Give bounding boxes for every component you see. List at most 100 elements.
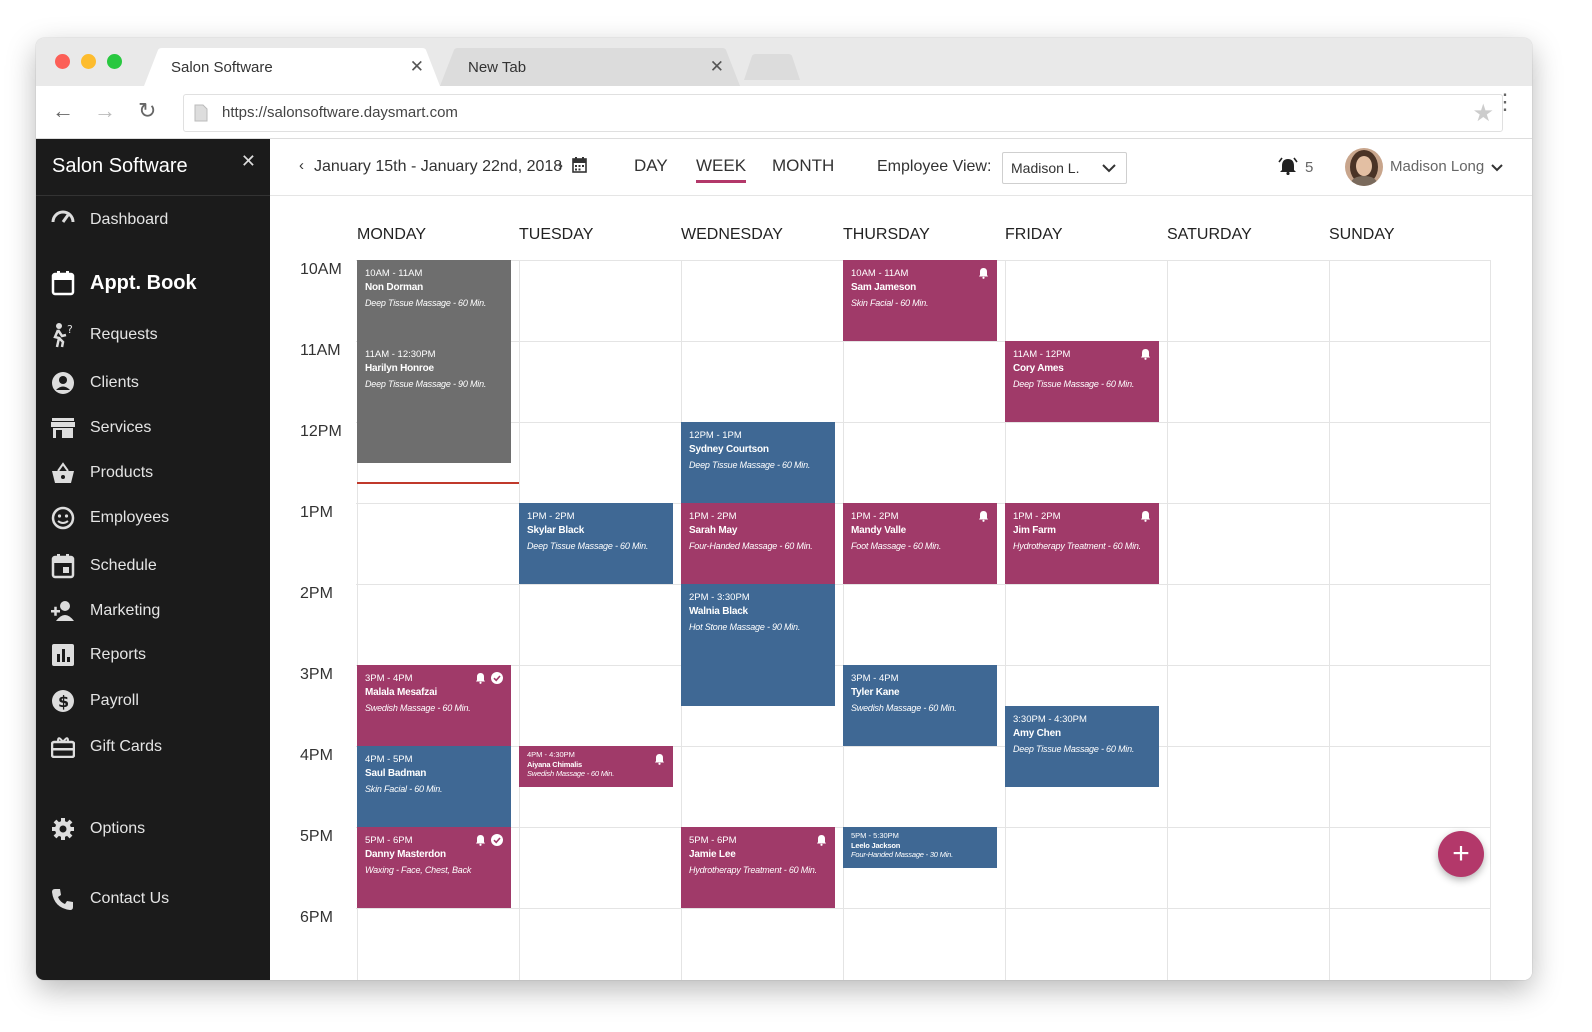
appointment-time: 5PM - 6PM bbox=[689, 835, 737, 846]
appointment-service: Skin Facial - 60 Min. bbox=[851, 298, 929, 308]
appointment-client: Skylar Black bbox=[527, 525, 585, 536]
sidebar-item-contact-us[interactable]: Contact Us bbox=[50, 886, 169, 912]
appointment-card[interactable]: 2PM - 3:30PM Walnia Black Hot Stone Massag… bbox=[681, 584, 835, 706]
appointment-card[interactable]: 5PM - 5:30PM Leelo Jackson Four-Handed Mas… bbox=[843, 827, 997, 868]
user-name[interactable]: Madison Long bbox=[1390, 158, 1485, 175]
appointment-card[interactable]: 4PM - 4:30PM Aiyana Chimalis Swedish Massa… bbox=[519, 746, 673, 787]
back-arrow-icon[interactable]: ← bbox=[52, 98, 74, 123]
sidebar-item-label: Employees bbox=[90, 509, 170, 526]
appointment-card[interactable]: 5PM - 6PM Danny Masterdon Waxing - Face, C… bbox=[357, 827, 511, 908]
close-window-button[interactable] bbox=[55, 54, 70, 69]
appointment-time: 12PM - 1PM bbox=[689, 430, 742, 441]
brand-title: Salon Software bbox=[52, 155, 188, 177]
tab-week[interactable]: WEEK bbox=[696, 156, 747, 183]
sidebar-item-label: Reports bbox=[90, 646, 147, 663]
appointment-card[interactable]: 1PM - 2PM Sarah May Four-Handed Massage - … bbox=[681, 503, 835, 584]
sidebar-item-products[interactable]: Products bbox=[50, 460, 153, 486]
appointment-time: 10AM - 11AM bbox=[365, 268, 423, 279]
appointment-card[interactable]: 1PM - 2PM Jim Farm Hydrotherapy Treatment … bbox=[1005, 503, 1159, 584]
grid-line bbox=[1329, 260, 1330, 980]
tab-shape bbox=[144, 48, 440, 86]
forward-arrow-icon[interactable]: → bbox=[94, 98, 116, 123]
appointment-card[interactable]: 3:30PM - 4:30PM Amy Chen Deep Tissue Massa… bbox=[1005, 705, 1159, 787]
alarm-bell-icon[interactable] bbox=[1278, 157, 1298, 180]
avatar[interactable] bbox=[1345, 148, 1383, 186]
sidebar-item-marketing[interactable]: Marketing bbox=[50, 598, 160, 624]
appointment-card[interactable]: 1PM - 2PM Mandy Valle Foot Massage - 60 Mi… bbox=[843, 503, 997, 584]
new-tab-button[interactable] bbox=[744, 54, 800, 80]
bookmark-star-icon[interactable]: ★ bbox=[1472, 100, 1494, 127]
gear-icon bbox=[50, 816, 76, 842]
day-header: MONDAY bbox=[357, 226, 427, 243]
appointment-card[interactable]: 4PM - 5PM Saul Badman Skin Facial - 60 Min… bbox=[357, 746, 511, 827]
sidebar-item-reports[interactable]: Reports bbox=[50, 642, 146, 668]
svg-text:?: ? bbox=[67, 323, 73, 336]
day-header: SATURDAY bbox=[1167, 226, 1252, 243]
close-tab-icon[interactable]: ✕ bbox=[709, 57, 724, 76]
appointment-client: Sarah May bbox=[689, 525, 738, 536]
sidebar-item-requests[interactable]: ? Requests bbox=[50, 322, 158, 348]
time-label: 6PM bbox=[300, 909, 333, 926]
appointment-card[interactable]: 3PM - 4PM Malala Mesafzai Swedish Massage … bbox=[357, 665, 511, 746]
day-header: TUESDAY bbox=[519, 226, 594, 243]
appointment-time: 5PM - 6PM bbox=[365, 835, 413, 846]
close-tab-icon[interactable]: ✕ bbox=[409, 57, 424, 76]
sidebar-item-employees[interactable]: Employees bbox=[50, 505, 169, 531]
appointment-card[interactable]: 11AM - 12:30PM Harilyn Honroe Deep Tissue … bbox=[357, 341, 511, 463]
appointment-card[interactable]: 10AM - 11AM Sam Jameson Skin Facial - 60 M… bbox=[843, 260, 997, 341]
sidebar: Salon Software ✕ Dashboard Appt. Book ? … bbox=[36, 139, 270, 980]
sidebar-item-gift-cards[interactable]: Gift Cards bbox=[50, 734, 162, 760]
grid-line bbox=[356, 746, 1491, 747]
appointment-card[interactable]: 1PM - 2PM Skylar Black Deep Tissue Massage… bbox=[519, 503, 673, 584]
employee-select[interactable]: Madison L. bbox=[1002, 152, 1127, 184]
browser-menu-icon[interactable]: ⋮ bbox=[1494, 89, 1516, 114]
appointment-card[interactable]: 12PM - 1PM Sydney Courtson Deep Tissue Mas… bbox=[681, 422, 835, 503]
browser-tab[interactable]: New Tab ✕ bbox=[440, 48, 740, 86]
address-bar[interactable]: https://salonsoftware.daysmart.com ★ bbox=[183, 94, 1503, 132]
appointment-client: Amy Chen bbox=[1013, 727, 1061, 739]
tab-month[interactable]: MONTH bbox=[772, 156, 835, 175]
appointment-service: Deep Tissue Massage - 60 Min. bbox=[527, 541, 649, 551]
appointment-client: Cory Ames bbox=[1013, 363, 1064, 374]
appointment-card[interactable]: 3PM - 4PM Tyler Kane Swedish Massage - 60 … bbox=[843, 665, 997, 746]
appointment-icons bbox=[475, 833, 503, 851]
prev-week-icon[interactable]: ‹ bbox=[299, 157, 304, 174]
sidebar-item-label: Marketing bbox=[90, 602, 161, 619]
tab-day[interactable]: DAY bbox=[634, 156, 668, 175]
time-label: 11AM bbox=[300, 342, 341, 359]
add-appointment-button[interactable]: + bbox=[1438, 831, 1484, 877]
chevron-down-icon[interactable] bbox=[1491, 164, 1503, 172]
sidebar-divider bbox=[36, 195, 270, 196]
browser-tab-active[interactable]: Salon Software ✕ bbox=[144, 48, 440, 86]
bell-icon bbox=[816, 833, 827, 851]
close-sidebar-icon[interactable]: ✕ bbox=[240, 151, 256, 171]
maximize-window-button[interactable] bbox=[107, 54, 122, 69]
sidebar-item-services[interactable]: Services bbox=[50, 415, 151, 441]
sidebar-item-dashboard[interactable]: Dashboard bbox=[50, 207, 168, 233]
appointment-client: Saul Badman bbox=[365, 768, 427, 779]
reload-icon[interactable]: ↻ bbox=[138, 98, 157, 123]
sidebar-item-payroll[interactable]: $ Payroll bbox=[50, 688, 139, 714]
appointment-client: Non Dorman bbox=[365, 282, 424, 293]
sidebar-item-options[interactable]: Options bbox=[50, 816, 145, 842]
employee-icon bbox=[50, 505, 76, 531]
day-header: SUNDAY bbox=[1329, 226, 1395, 243]
sidebar-item-schedule[interactable]: Schedule bbox=[50, 553, 157, 579]
payroll-icon: $ bbox=[50, 688, 76, 714]
schedule-icon bbox=[50, 553, 76, 579]
appointment-icons bbox=[816, 833, 827, 851]
appointment-card[interactable]: 5PM - 6PM Jamie Lee Hydrotherapy Treatment… bbox=[681, 827, 835, 908]
bell-icon bbox=[475, 671, 486, 689]
sidebar-item-appt-book[interactable]: Appt. Book bbox=[50, 270, 197, 296]
sidebar-item-clients[interactable]: Clients bbox=[50, 370, 139, 396]
calendar-picker-icon[interactable] bbox=[572, 156, 587, 178]
grid-line bbox=[843, 260, 844, 980]
appointment-client: Walnia Black bbox=[689, 606, 748, 617]
minimize-window-button[interactable] bbox=[81, 54, 96, 69]
appointment-card[interactable]: 10AM - 11AM Non Dorman Deep Tissue Massage… bbox=[357, 260, 511, 341]
appointment-card[interactable]: 11AM - 12PM Cory Ames Deep Tissue Massage … bbox=[1005, 341, 1159, 422]
requests-icon: ? bbox=[50, 322, 76, 348]
appointment-time: 3:30PM - 4:30PM bbox=[1013, 713, 1087, 725]
sidebar-item-label: Contact Us bbox=[90, 890, 170, 907]
next-week-icon[interactable]: › bbox=[558, 157, 563, 174]
